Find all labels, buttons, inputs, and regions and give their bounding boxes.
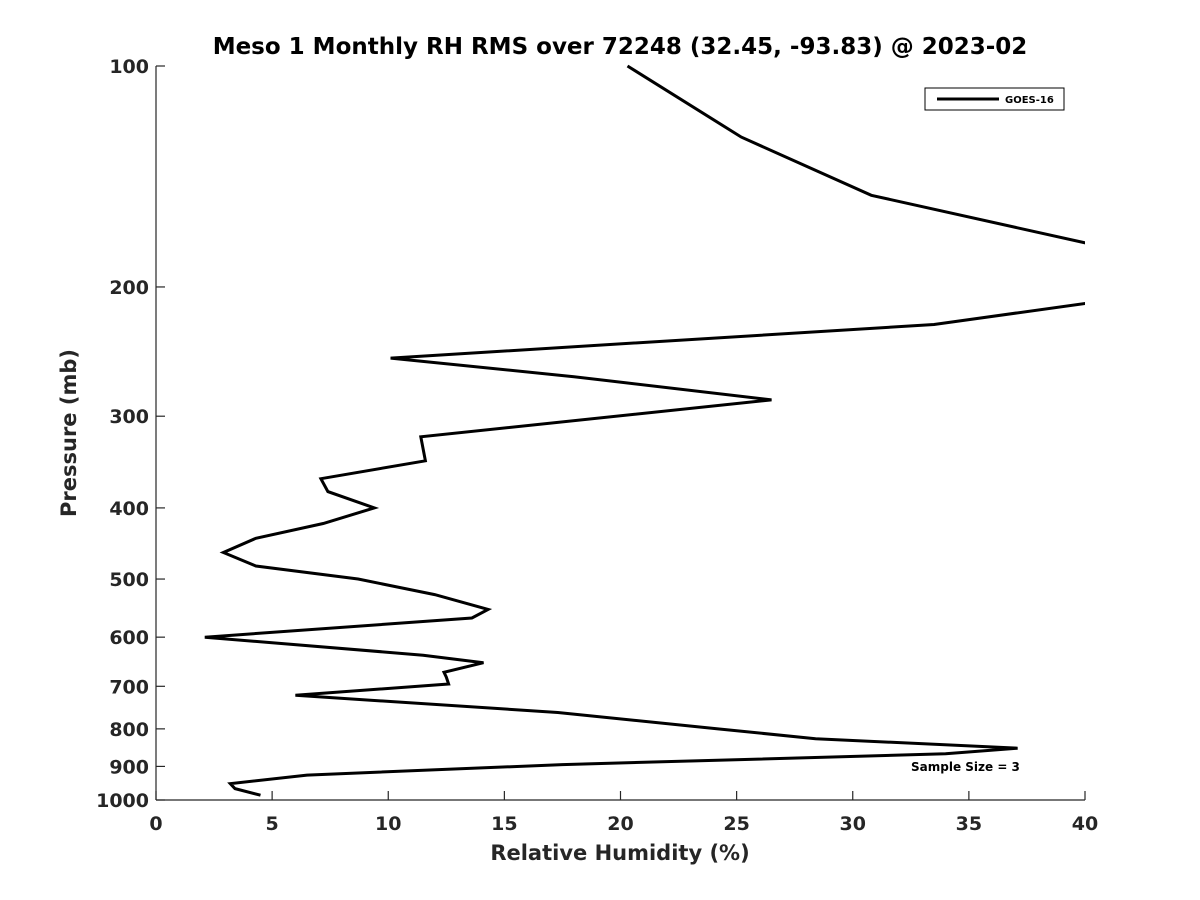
x-tick-label: 0 bbox=[149, 813, 162, 835]
y-tick-label: 800 bbox=[109, 719, 149, 741]
x-tick-label: 30 bbox=[840, 813, 866, 835]
y-tick-label: 300 bbox=[109, 406, 149, 428]
y-tick-label: 1000 bbox=[96, 790, 149, 812]
x-tick-label: 20 bbox=[607, 813, 633, 835]
x-tick-label: 5 bbox=[266, 813, 279, 835]
x-tick-label: 25 bbox=[723, 813, 749, 835]
x-tick-label: 15 bbox=[491, 813, 517, 835]
y-tick-label: 700 bbox=[109, 676, 149, 698]
y-tick-label: 400 bbox=[109, 498, 149, 520]
chart-title: Meso 1 Monthly RH RMS over 72248 (32.45,… bbox=[213, 34, 1028, 60]
x-axis-label: Relative Humidity (%) bbox=[490, 841, 749, 865]
x-tick-label: 40 bbox=[1072, 813, 1098, 835]
series-line-goes16 bbox=[204, 64, 1085, 797]
legend: GOES-16 bbox=[924, 87, 1065, 111]
sample-size-annotation: Sample Size = 3 bbox=[911, 760, 1020, 774]
x-tick-label: 10 bbox=[375, 813, 401, 835]
axes: 0 5 10 15 20 25 30 35 40 100 200 300 400 500 600 700 800… bbox=[96, 56, 1098, 835]
series-layer bbox=[204, 64, 1085, 797]
y-tick-label: 100 bbox=[109, 56, 149, 78]
y-axis-label: Pressure (mb) bbox=[57, 349, 81, 517]
y-tick-label: 200 bbox=[109, 277, 149, 299]
y-tick-label: 600 bbox=[109, 627, 149, 649]
legend-label-goes16: GOES-16 bbox=[1005, 95, 1054, 106]
x-tick-label: 35 bbox=[956, 813, 982, 835]
y-tick-label: 500 bbox=[109, 569, 149, 591]
y-tick-label: 900 bbox=[109, 756, 149, 778]
